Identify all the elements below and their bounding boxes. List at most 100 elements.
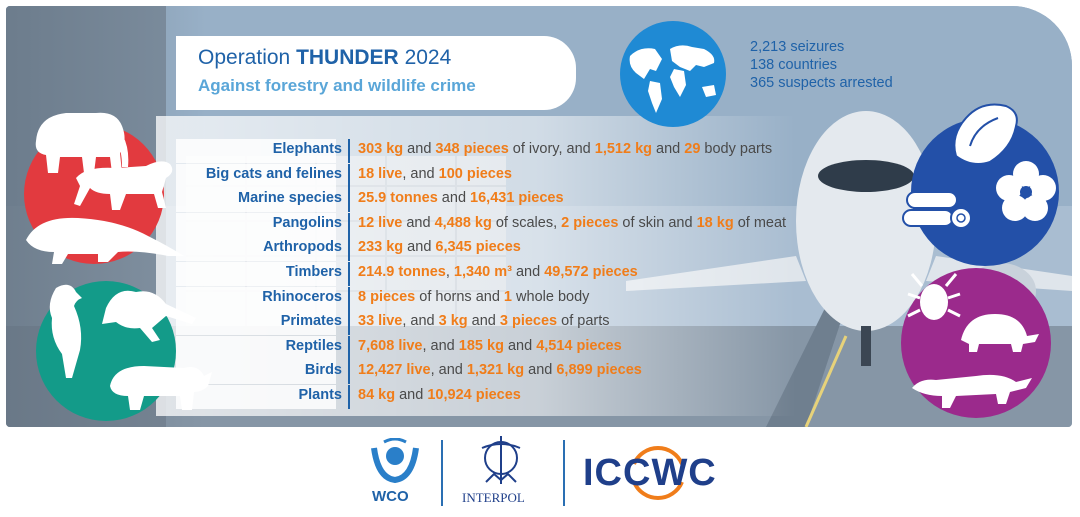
interpol-logo-text: INTERPOL [462, 490, 525, 505]
value-text: of skin and [618, 214, 697, 231]
value-text: , and [422, 337, 459, 354]
row-divider [348, 188, 350, 213]
value-highlight: 33 live [358, 313, 403, 330]
row-value: 214.9 tonnes, 1,340 m³ and 49,572 pieces [358, 264, 638, 280]
value-highlight: 49,572 pieces [544, 264, 638, 280]
row-divider [348, 385, 350, 409]
value-text: and [395, 387, 428, 403]
stat-seizures: 2,213 seizures [750, 39, 845, 55]
timber-logs-icon [902, 191, 972, 229]
row-value: 33 live, and 3 kg and 3 pieces of parts [358, 313, 610, 329]
row-label-background [176, 286, 336, 311]
row-label: Plants [298, 387, 342, 403]
value-text: and [403, 141, 436, 157]
value-highlight: 25.9 tonnes [358, 190, 438, 207]
table-row: Rhinoceros 8 pieces of horns and 1 whole … [176, 286, 816, 311]
iccwc-logo-text: ICCWC [583, 452, 717, 494]
row-label: Elephants [272, 141, 342, 157]
stat-arrests: 365 suspects arrested [750, 75, 893, 91]
value-highlight: 1,321 kg [466, 362, 525, 379]
value-highlight: 100 pieces [438, 165, 512, 182]
wco-logo-text: WCO [372, 488, 409, 505]
page-subtitle: Against forestry and wildlife crime [198, 76, 476, 95]
value-highlight: 1,340 m³ [453, 264, 512, 280]
row-label: Marine species [238, 190, 342, 207]
table-row: Timbers 214.9 tonnes, 1,340 m³ and 49,572… [176, 262, 816, 286]
value-highlight: 6,345 pieces [435, 239, 521, 256]
value-text: , and [402, 165, 439, 182]
row-divider [348, 286, 350, 311]
page-title: Operation THUNDER 2024 [198, 46, 452, 69]
pangolin-icon [26, 217, 184, 264]
table-row: Big cats and felines 18 live, and 100 pie… [176, 163, 816, 188]
value-highlight: 3 kg [438, 313, 468, 330]
value-text: and [503, 337, 537, 354]
row-label: Big cats and felines [205, 165, 342, 182]
table-row: Primates 33 live, and 3 kg and 3 pieces o… [176, 311, 816, 336]
iccwc-ring-icon [632, 446, 684, 500]
row-label-background [176, 385, 336, 409]
row-label-background [176, 262, 336, 286]
row-label-background [176, 188, 336, 213]
value-text: and [403, 239, 436, 256]
value-highlight: 3 pieces [499, 313, 558, 330]
seashell-icon [953, 103, 1018, 165]
row-label: Reptiles [285, 337, 342, 354]
row-label-background [176, 335, 336, 360]
turtle-icon [961, 314, 1039, 352]
value-highlight: 8 pieces [358, 288, 416, 305]
interpol-emblem-icon [481, 436, 521, 484]
row-value: 25.9 tonnes and 16,431 pieces [358, 190, 564, 206]
row-value: 84 kg and 10,924 pieces [358, 387, 521, 403]
row-label-background [176, 237, 336, 262]
value-highlight: 18 live [358, 165, 403, 182]
row-label: Birds [304, 362, 342, 379]
row-label-background [176, 360, 336, 385]
value-text: and [524, 362, 557, 379]
row-label-background [176, 163, 336, 188]
value-highlight: 4,488 kg [434, 214, 492, 231]
value-highlight: 29 [684, 141, 701, 157]
value-text: and [437, 190, 471, 207]
value-highlight: 6,899 pieces [556, 362, 642, 379]
stat-countries: 138 countries [750, 57, 838, 73]
row-divider [348, 335, 350, 360]
logo-divider [563, 440, 565, 506]
value-highlight: 10,924 pieces [427, 387, 521, 403]
row-label-background [176, 139, 336, 163]
value-text: and [511, 264, 545, 280]
iguana-icon [912, 374, 1032, 408]
value-text: and [652, 141, 685, 157]
value-highlight: 18 kg [696, 214, 734, 231]
row-divider [348, 360, 350, 385]
row-label: Rhinoceros [262, 288, 342, 305]
value-highlight: 7,608 live [358, 337, 423, 354]
row-divider [348, 139, 350, 163]
value-highlight: 12 live [358, 214, 403, 231]
value-highlight: 348 pieces [435, 141, 509, 157]
row-label: Pangolins [272, 214, 342, 231]
primate-icon [102, 290, 196, 342]
logo-divider [441, 440, 443, 506]
value-text: and [467, 313, 500, 330]
table-row: Plants 84 kg and 10,924 pieces [176, 385, 816, 409]
elephant-icon [35, 112, 129, 173]
row-label-background [176, 311, 336, 336]
title-box: Operation THUNDER 2024 Against forestry … [176, 36, 576, 110]
value-text: of ivory, and [508, 141, 595, 157]
infographic-banner: Operation THUNDER 2024 Against forestry … [6, 6, 1072, 427]
value-highlight: 4,514 pieces [536, 337, 622, 354]
value-text: , [445, 264, 454, 280]
big-cat-icon [74, 161, 173, 210]
value-highlight: 1 [503, 288, 512, 305]
wco-logo-icon [371, 438, 419, 484]
row-label-background [176, 212, 336, 237]
row-divider [348, 237, 350, 262]
value-text: of horns and [415, 288, 504, 305]
value-text: , and [430, 362, 467, 379]
table-row: Elephants 303 kg and 348 pieces of ivory,… [176, 139, 816, 163]
table-row: Arthropods 233 kg and 6,345 pieces [176, 237, 816, 262]
partner-logos: WCO INTERPOL ICCWC [0, 430, 1080, 517]
value-text: whole body [512, 288, 590, 305]
row-divider [348, 212, 350, 237]
